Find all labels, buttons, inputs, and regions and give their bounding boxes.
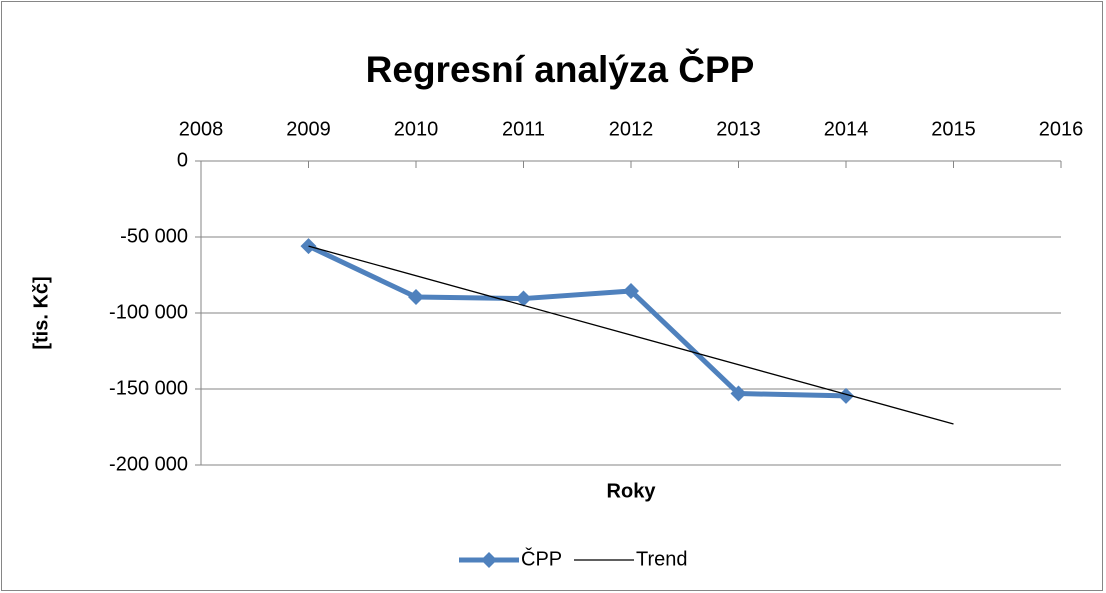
legend-label: ČPP [521, 547, 562, 570]
x-tick-label: 2008 [179, 118, 224, 140]
x-tick-label: 2010 [394, 118, 439, 140]
marker [730, 385, 747, 402]
x-tick-label: 2009 [286, 118, 331, 140]
legend-label: Trend [636, 548, 688, 570]
y-tick-label: -200 000 [109, 453, 188, 475]
y-axis-label: [tis. Kč] [30, 276, 52, 349]
y-tick-label: -50 000 [120, 225, 188, 247]
x-tick-label: 2013 [716, 118, 761, 140]
chart-title: Regresní analýza ČPP [366, 48, 755, 90]
series-line [308, 245, 954, 425]
marker [623, 282, 639, 299]
y-tick-label: -150 000 [109, 377, 188, 399]
marker [408, 289, 424, 306]
x-tick-label: 2011 [502, 118, 545, 140]
x-tick-label: 2012 [609, 118, 654, 140]
x-axis-label: Roky [607, 480, 657, 502]
series-line [307, 243, 847, 399]
legend-marker [481, 552, 497, 568]
x-tick-label: 2015 [931, 118, 976, 140]
x-tick-label: 2016 [1039, 118, 1084, 140]
x-tick-label: 2014 [824, 118, 869, 140]
y-tick-label: 0 [177, 149, 188, 171]
marker [515, 290, 532, 307]
marker [838, 387, 854, 404]
y-tick-label: -100 000 [109, 301, 188, 323]
